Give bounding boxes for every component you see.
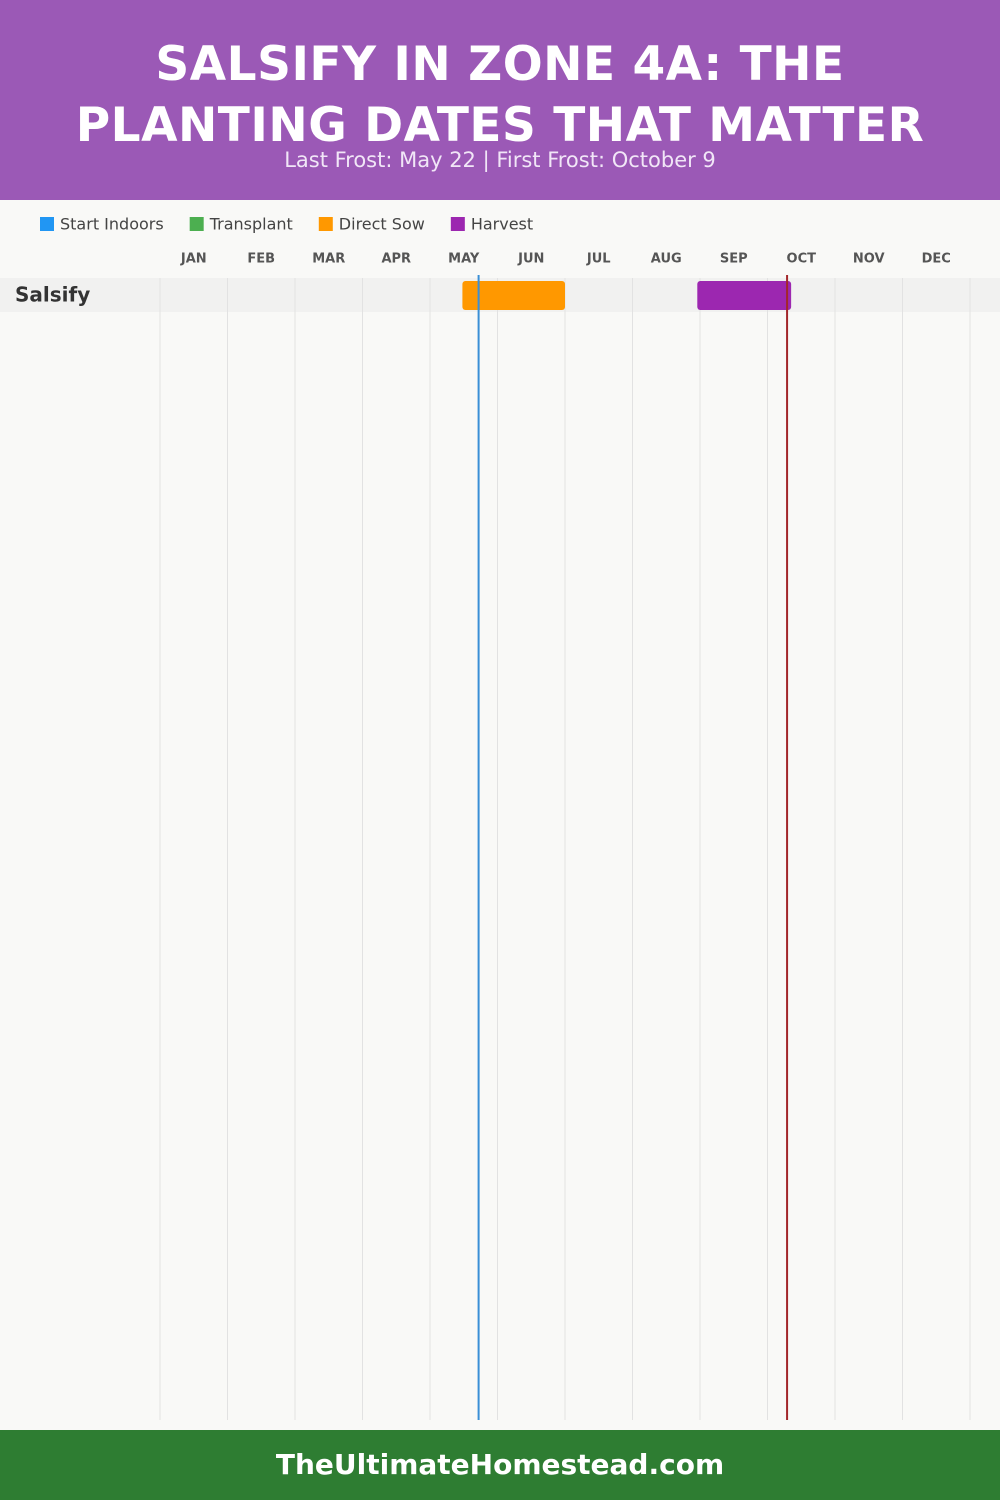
header: Salsify in Zone 4A: The Planting Dates T… (0, 0, 1000, 200)
x-tick-label: JAN (180, 252, 207, 267)
x-tick-label: AUG (651, 252, 682, 267)
x-tick-label: SEP (720, 252, 748, 267)
x-tick-label: DEC (922, 252, 951, 267)
chart: Start Indoors Transplant Direct Sow Harvest… (0, 215, 1000, 1420)
task-bar (697, 281, 792, 310)
x-tick-label: NOV (853, 252, 885, 267)
legend-swatch (189, 217, 204, 231)
legend-label: Transplant (209, 215, 293, 234)
x-tick-label: MAY (448, 252, 480, 267)
legend-swatch (450, 217, 465, 231)
legend-swatch (40, 217, 54, 231)
legend-swatch (318, 217, 333, 231)
legend-label: Harvest (471, 215, 533, 234)
legend-label: Direct Sow (339, 215, 425, 234)
x-tick-label: JUN (517, 252, 544, 267)
x-tick-label: OCT (787, 252, 817, 267)
legend-label: Start Indoors (60, 215, 164, 234)
footer: TheUltimateHomestead.com (0, 1430, 1000, 1500)
x-tick-label: FEB (247, 252, 275, 267)
chart-subtitle: Last Frost: May 22 | First Frost: Octobe… (284, 148, 716, 172)
x-tick-label: JUL (586, 252, 611, 267)
chart-title: Salsify in Zone 4A: The Planting Dates T… (75, 37, 925, 153)
task-bar (462, 281, 565, 310)
row-label: Salsify (15, 283, 90, 307)
x-tick-label: APR (381, 252, 411, 267)
x-tick-label: MAR (312, 252, 345, 267)
